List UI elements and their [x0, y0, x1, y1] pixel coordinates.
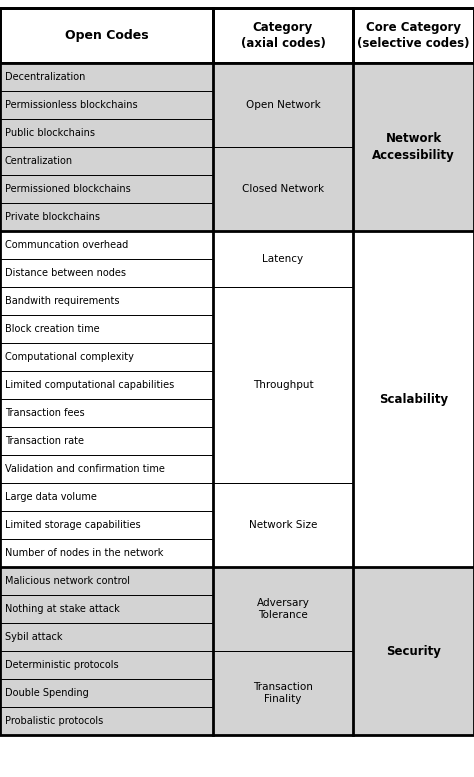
Bar — [0, 567, 213, 595]
Bar — [0, 287, 213, 315]
Bar — [213, 399, 353, 427]
Bar — [0, 651, 213, 679]
Text: Throughput: Throughput — [253, 380, 313, 390]
Bar — [0, 175, 213, 203]
Bar — [213, 567, 353, 651]
Bar — [353, 63, 474, 231]
Bar — [0, 8, 213, 63]
Text: Transaction
Finality: Transaction Finality — [253, 681, 313, 704]
Bar — [0, 399, 213, 427]
Text: Limited storage capabilities: Limited storage capabilities — [5, 520, 141, 530]
Text: Scalability: Scalability — [379, 392, 448, 406]
Bar — [0, 595, 213, 623]
Text: Computational complexity: Computational complexity — [5, 352, 134, 362]
Text: Large data volume: Large data volume — [5, 492, 97, 502]
Bar — [0, 707, 213, 735]
Bar — [213, 147, 353, 231]
Bar — [213, 371, 353, 399]
Bar — [213, 343, 353, 371]
Bar — [213, 91, 353, 119]
Bar — [0, 203, 213, 231]
Text: Probalistic protocols: Probalistic protocols — [5, 716, 103, 726]
Text: Validation and confirmation time: Validation and confirmation time — [5, 464, 165, 474]
Text: Private blockchains: Private blockchains — [5, 212, 100, 222]
Text: Transaction rate: Transaction rate — [5, 436, 84, 446]
Bar — [213, 315, 353, 343]
Bar — [213, 119, 353, 147]
Text: Latency: Latency — [263, 254, 303, 264]
Bar — [213, 567, 353, 595]
Text: Adversary
Tolerance: Adversary Tolerance — [256, 598, 310, 620]
Text: Open Network: Open Network — [246, 100, 320, 110]
Bar — [0, 427, 213, 455]
Bar — [0, 623, 213, 651]
Text: Limited computational capabilities: Limited computational capabilities — [5, 380, 174, 390]
Bar — [213, 679, 353, 707]
Text: Centralization: Centralization — [5, 156, 73, 166]
Bar — [213, 231, 353, 259]
Bar — [353, 567, 474, 735]
Text: Open Codes: Open Codes — [64, 29, 148, 42]
Text: Bandwith requirements: Bandwith requirements — [5, 296, 119, 306]
Bar — [213, 483, 353, 511]
Text: Double Spending: Double Spending — [5, 688, 89, 698]
Bar — [213, 651, 353, 735]
Bar — [213, 483, 353, 567]
Bar — [0, 91, 213, 119]
Bar — [213, 287, 353, 483]
Bar — [213, 8, 353, 63]
Text: Decentralization: Decentralization — [5, 72, 85, 82]
Text: Number of nodes in the network: Number of nodes in the network — [5, 548, 164, 558]
Text: Transaction fees: Transaction fees — [5, 408, 85, 418]
Bar — [213, 203, 353, 231]
Text: Security: Security — [386, 644, 441, 657]
Bar — [213, 175, 353, 203]
Text: Core Category
(selective codes): Core Category (selective codes) — [357, 21, 470, 50]
Bar — [0, 343, 213, 371]
Bar — [353, 8, 474, 63]
Bar — [213, 539, 353, 567]
Bar — [213, 63, 353, 147]
Bar — [213, 623, 353, 651]
Bar — [213, 63, 353, 91]
Bar — [0, 455, 213, 483]
Bar — [213, 287, 353, 315]
Bar — [213, 147, 353, 175]
Text: Block creation time: Block creation time — [5, 324, 100, 334]
Bar — [213, 651, 353, 679]
Text: Deterministic protocols: Deterministic protocols — [5, 660, 118, 670]
Bar — [0, 483, 213, 511]
Bar — [0, 259, 213, 287]
Text: Sybil attack: Sybil attack — [5, 632, 63, 642]
Text: Malicious network control: Malicious network control — [5, 576, 130, 586]
Bar — [213, 427, 353, 455]
Bar — [0, 315, 213, 343]
Bar — [213, 595, 353, 623]
Bar — [0, 147, 213, 175]
Text: Public blockchains: Public blockchains — [5, 128, 95, 138]
Bar — [213, 231, 353, 287]
Text: Distance between nodes: Distance between nodes — [5, 268, 126, 278]
Text: Closed Network: Closed Network — [242, 184, 324, 194]
Text: Category
(axial codes): Category (axial codes) — [241, 21, 326, 50]
Bar — [213, 259, 353, 287]
Bar — [353, 231, 474, 567]
Bar — [0, 63, 213, 91]
Bar — [0, 119, 213, 147]
Bar — [0, 679, 213, 707]
Text: Permissioned blockchains: Permissioned blockchains — [5, 184, 131, 194]
Bar — [0, 371, 213, 399]
Bar — [213, 511, 353, 539]
Text: Communcation overhead: Communcation overhead — [5, 240, 128, 250]
Bar — [0, 511, 213, 539]
Text: Network Size: Network Size — [249, 520, 317, 530]
Bar — [0, 539, 213, 567]
Bar — [213, 707, 353, 735]
Text: Nothing at stake attack: Nothing at stake attack — [5, 604, 120, 614]
Bar — [213, 455, 353, 483]
Text: Permissionless blockchains: Permissionless blockchains — [5, 100, 137, 110]
Bar — [0, 231, 213, 259]
Text: Network
Accessibility: Network Accessibility — [372, 133, 455, 162]
